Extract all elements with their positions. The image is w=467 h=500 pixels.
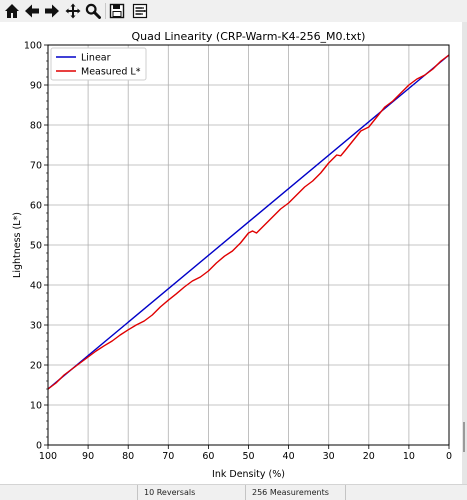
status-empty [345, 485, 467, 500]
pan-move-icon [65, 3, 81, 19]
back-button[interactable] [22, 1, 42, 21]
x-tick-label: 90 [82, 451, 94, 462]
chart-title: Quad Linearity (CRP-Warm-K4-256_M0.txt) [132, 30, 366, 43]
x-tick-label: 70 [162, 451, 174, 462]
x-tick-label: 80 [122, 451, 134, 462]
x-tick-label: 30 [323, 451, 335, 462]
legend-measured-label: Measured L* [81, 67, 141, 78]
x-tick-label: 20 [363, 451, 375, 462]
status-reversals: 10 Reversals [137, 485, 245, 500]
y-tick-label: 0 [36, 441, 42, 452]
legend-linear-label: Linear [81, 53, 111, 64]
x-tick-label: 40 [283, 451, 295, 462]
back-arrow-icon [25, 4, 39, 18]
forward-button[interactable] [42, 1, 62, 21]
x-tick-label: 100 [39, 451, 57, 462]
series-layer [47, 54, 450, 390]
measured-series-line [47, 54, 450, 390]
figure-canvas[interactable]: 100 90 80 70 60 50 40 30 20 10 0 0 10 20 30 40 50 60 70 80 9… [0, 22, 462, 484]
x-tick-label: 0 [446, 451, 452, 462]
configure-subplots-icon [132, 3, 148, 19]
save-button[interactable] [107, 1, 127, 21]
legend-box [50, 47, 147, 81]
y-tick-label: 70 [30, 161, 42, 172]
home-button[interactable] [2, 1, 22, 21]
status-measurements: 256 Measurements [245, 485, 345, 500]
home-icon [5, 4, 19, 18]
y-tick-label: 60 [30, 201, 42, 212]
y-tick-label: 50 [30, 241, 42, 252]
ticks-layer: 100 90 80 70 60 50 40 30 20 10 0010203040506070809… [24, 41, 452, 463]
toolbar-separator [105, 3, 106, 19]
vertical-scrollbar[interactable] [462, 22, 467, 484]
toolbar [0, 0, 467, 22]
y-tick-label: 40 [30, 281, 42, 292]
y-tick-label: 90 [30, 81, 42, 92]
x-axis-label: Ink Density (%) [212, 469, 285, 480]
save-disk-icon [109, 3, 125, 19]
zoom-magnifier-icon [85, 3, 101, 19]
linearity-chart: 100 90 80 70 60 50 40 30 20 10 0010203040506070809… [12, 30, 452, 480]
x-tick-label: 10 [403, 451, 415, 462]
legend: Linear Measured L* [50, 47, 147, 81]
x-tick-label: 60 [202, 451, 214, 462]
x-tick-label: 50 [242, 451, 254, 462]
configure-subplots-button[interactable] [130, 1, 150, 21]
scrollbar-thumb[interactable] [463, 422, 465, 452]
zoom-button[interactable] [83, 1, 103, 21]
y-tick-label: 100 [24, 41, 42, 52]
y-axis-label: Lightness (L*) [12, 212, 23, 278]
forward-arrow-icon [45, 4, 59, 18]
y-tick-label: 80 [30, 121, 42, 132]
y-tick-label: 20 [30, 361, 42, 372]
pan-button[interactable] [63, 1, 83, 21]
status-bar: 10 Reversals 256 Measurements [0, 484, 467, 500]
y-tick-label: 30 [30, 321, 42, 332]
y-tick-label: 10 [30, 401, 42, 412]
